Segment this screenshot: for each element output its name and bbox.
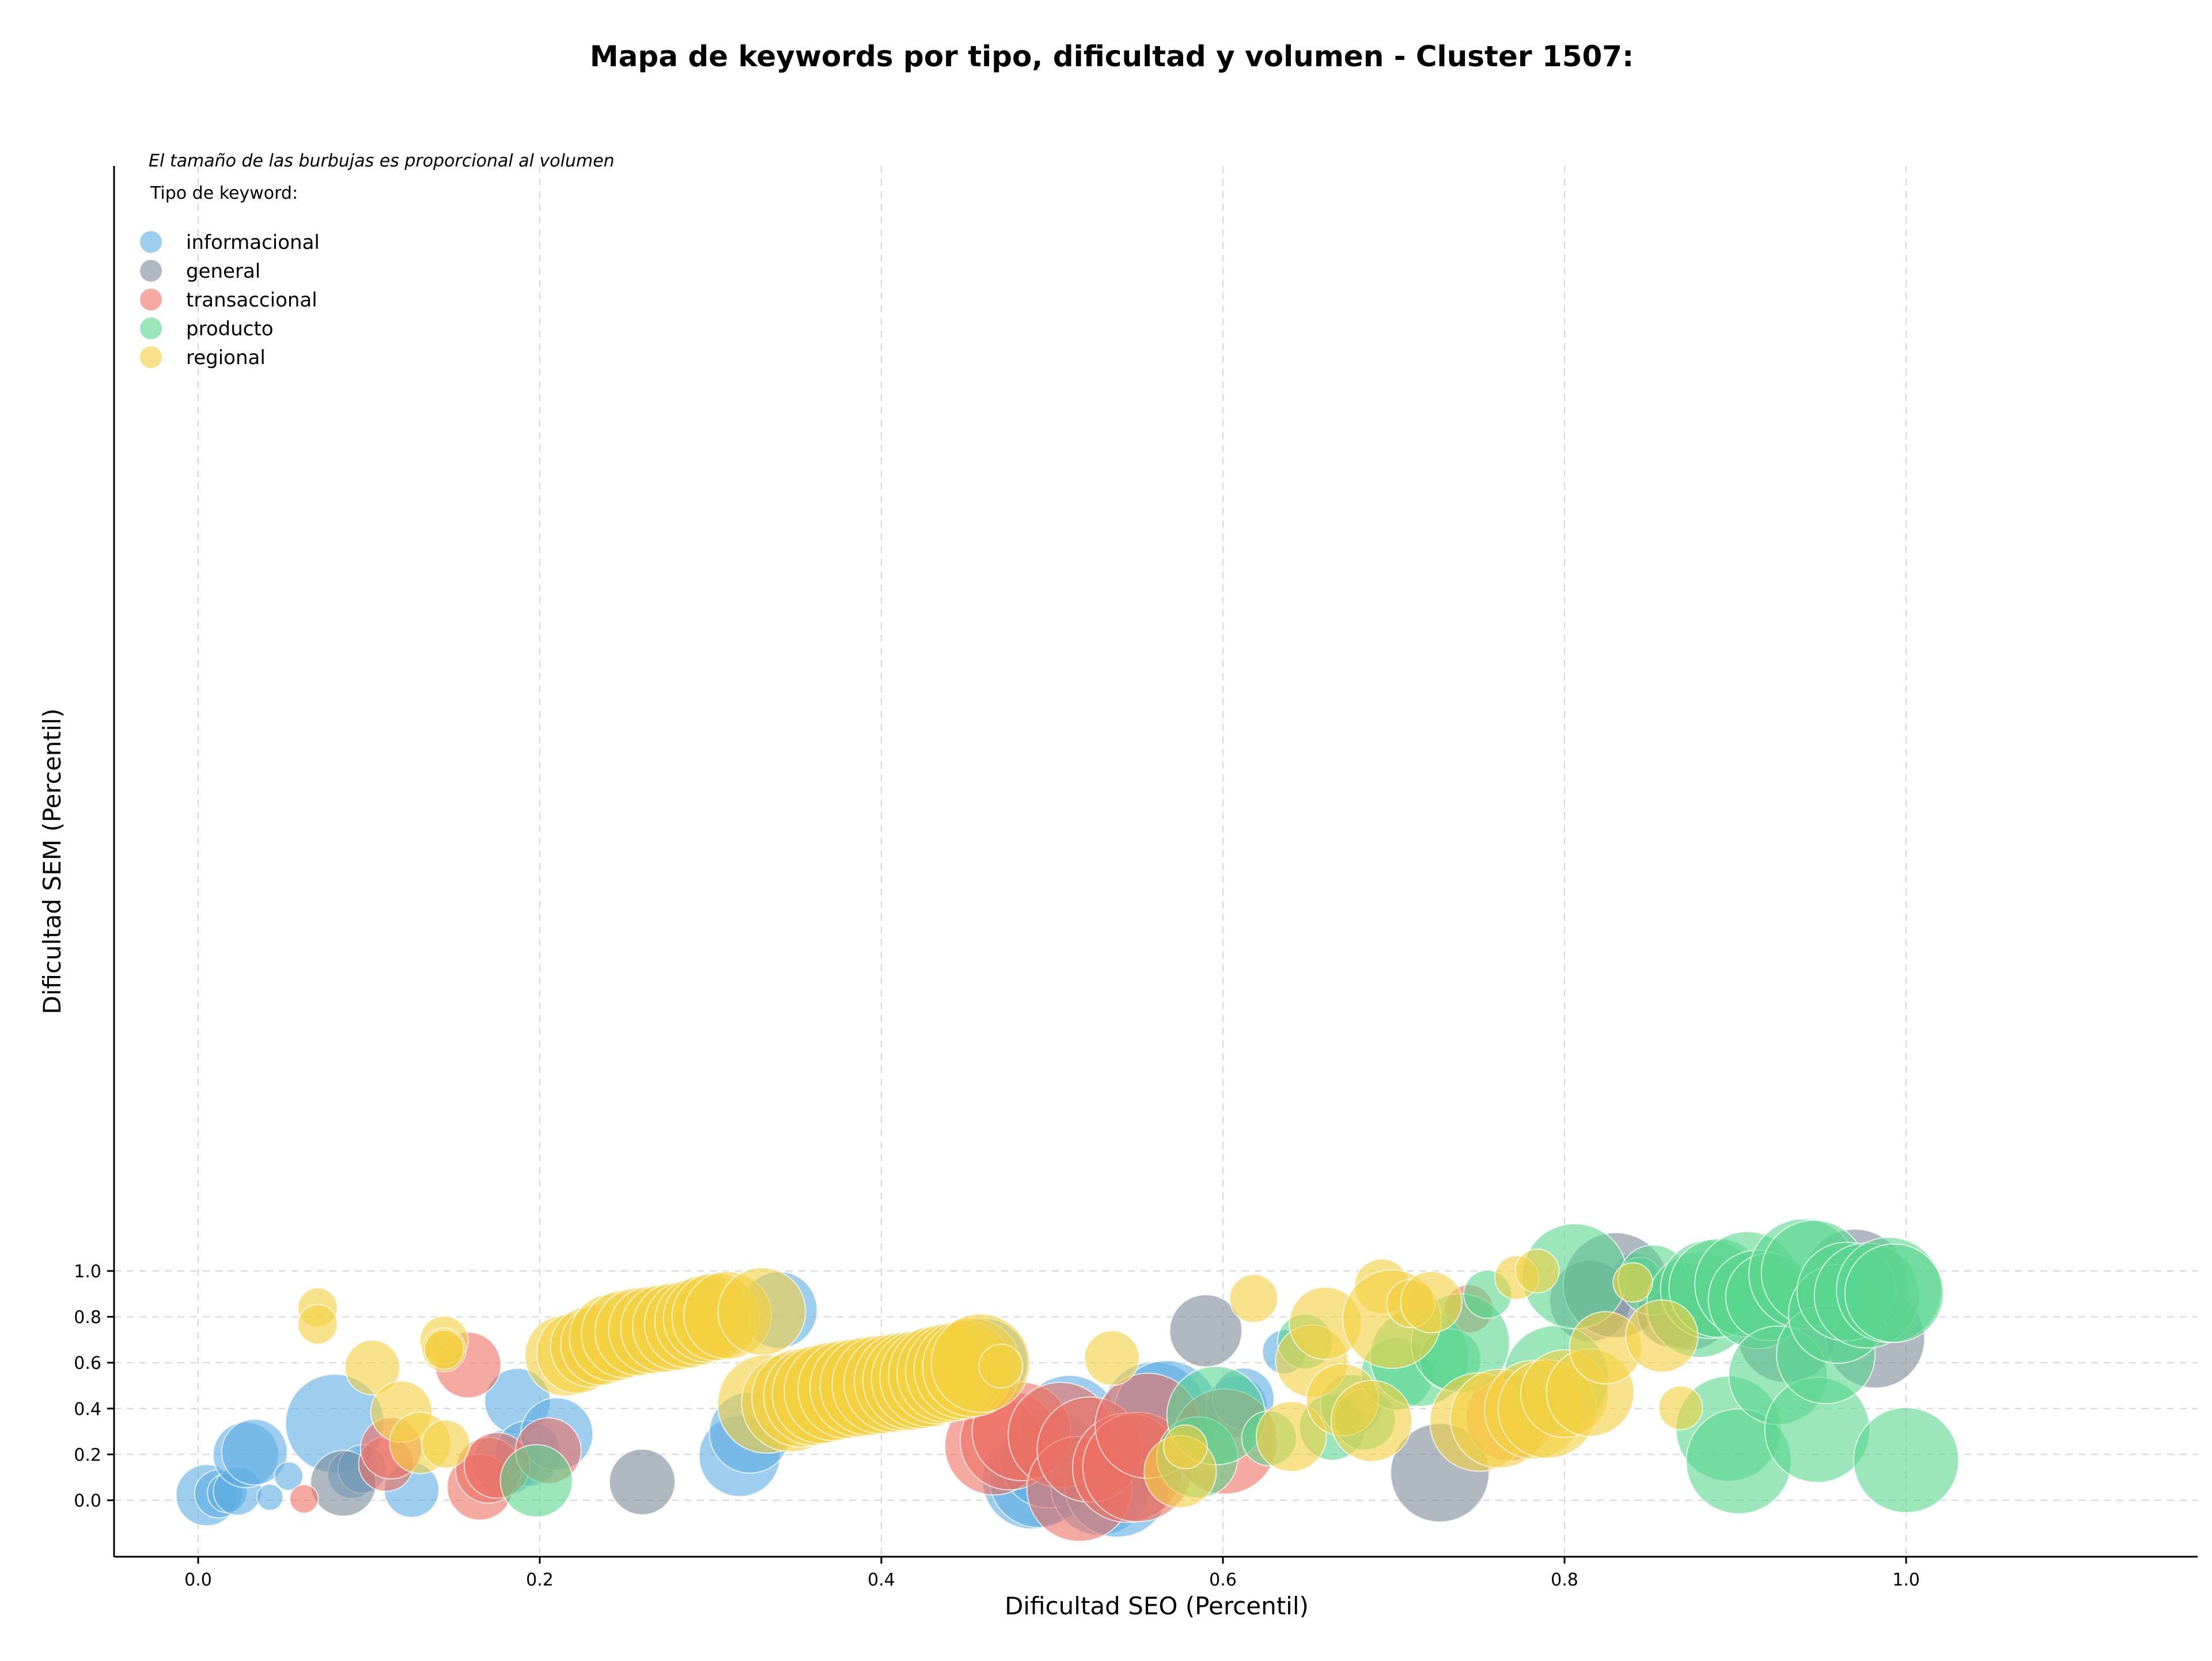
bubble-point-informacional	[256, 1484, 284, 1511]
bubble-point-regional	[978, 1344, 1024, 1389]
bubble-point-regional	[344, 1340, 400, 1396]
bubble-point-producto	[1844, 1243, 1944, 1344]
bubble-layer	[175, 1218, 1960, 1542]
bubble-point-regional	[297, 1304, 338, 1345]
bubble-point-regional	[1400, 1270, 1463, 1334]
bubble-point-regional	[421, 1419, 471, 1469]
legend-marker-transaccional	[140, 289, 162, 311]
y-tick-label: 1.0	[74, 1262, 101, 1282]
series-regional	[297, 1248, 1703, 1509]
bubble-point-regional	[1330, 1380, 1413, 1462]
x-axis-label: Dificultad SEO (Percentil)	[1005, 1592, 1309, 1620]
y-tick-label: 0.6	[74, 1353, 101, 1374]
x-tick-label: 0.2	[526, 1570, 554, 1590]
bubble-point-general	[608, 1448, 676, 1516]
legend-marker-informacional	[140, 231, 162, 253]
legend-marker-regional	[140, 346, 162, 368]
x-tick-label: 0.0	[184, 1570, 212, 1590]
bubble-point-regional	[1229, 1274, 1279, 1323]
legend-marker-general	[140, 260, 162, 282]
bubble-point-regional	[1255, 1401, 1327, 1473]
bubble-point-regional	[1162, 1424, 1208, 1470]
bubble-point-producto	[499, 1444, 573, 1518]
bubble-point-informacional	[221, 1418, 288, 1486]
legend-marker-producto	[140, 317, 162, 339]
legend-label-producto: producto	[186, 317, 274, 340]
legend-label-general: general	[186, 260, 260, 283]
legend-label-transaccional: transaccional	[186, 289, 317, 312]
bubble-point-producto	[1853, 1407, 1960, 1514]
x-tick-label: 1.0	[1892, 1570, 1920, 1590]
bubble-point-informacional	[274, 1461, 304, 1491]
bubble-point-regional	[717, 1267, 806, 1356]
y-tick-label: 0.4	[74, 1399, 101, 1420]
axis-ticks: 0.0 0.0 0.2 0.2 0.4 0.4 0.6 0.6 0.8 0.8 1.0 1.0	[74, 1262, 1920, 1590]
legend-label-regional: regional	[186, 346, 266, 369]
x-tick-label: 0.8	[1551, 1570, 1578, 1590]
y-axis-label: Dificultad SEM (Percentil)	[38, 709, 66, 1015]
bubble-point-regional	[1612, 1262, 1653, 1303]
x-tick-label: 0.6	[1209, 1570, 1237, 1590]
x-tick-label: 0.4	[868, 1570, 895, 1590]
bubble-point-regional	[1625, 1299, 1699, 1373]
legend-label-informacional: informacional	[186, 231, 320, 254]
legend: informacional general transaccional product…	[140, 231, 320, 369]
y-tick-label: 0.8	[74, 1308, 101, 1328]
bubble-point-transaccional	[289, 1484, 319, 1514]
y-tick-label: 0.2	[74, 1445, 101, 1465]
legend-title: Tipo de keyword:	[150, 183, 298, 203]
bubble-point-regional	[423, 1329, 465, 1370]
bubble-size-note: El tamaño de las burbujas es proporciona…	[149, 151, 615, 171]
bubble-point-regional	[1658, 1385, 1703, 1431]
bubble-point-regional	[1514, 1248, 1560, 1293]
bubble-point-regional	[1084, 1330, 1140, 1386]
y-tick-label: 0.0	[74, 1491, 101, 1511]
chart-title: Mapa de keywords por tipo, dificultad y …	[590, 40, 1634, 73]
